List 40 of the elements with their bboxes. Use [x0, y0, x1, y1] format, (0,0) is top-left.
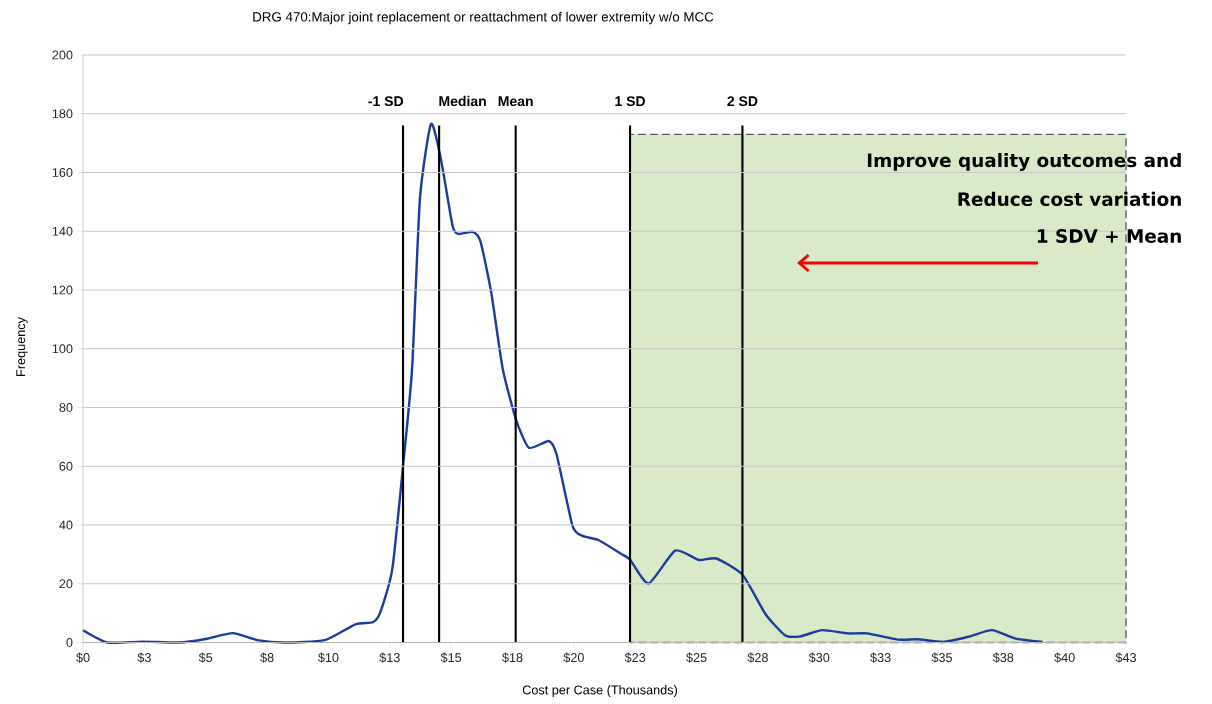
ref-line-label: Median — [439, 95, 486, 107]
y-tick-label: 20 — [59, 579, 73, 589]
x-tick-label: $5 — [198, 652, 213, 663]
ref-line-label: -1 SD — [368, 96, 404, 107]
x-tick-label: $33 — [870, 652, 891, 663]
x-tick-label: $18 — [502, 652, 523, 663]
x-tick-label: $20 — [563, 652, 584, 663]
x-tick-label: $43 — [1115, 652, 1137, 663]
x-tick-label: $3 — [137, 652, 151, 663]
x-tick-label: $0 — [76, 652, 90, 663]
y-tick-label: 180 — [52, 109, 73, 119]
x-tick-label: $10 — [318, 652, 339, 663]
x-tick-label: $30 — [808, 652, 830, 663]
y-tick-label: 160 — [52, 168, 73, 177]
x-tick-label: $28 — [747, 652, 768, 663]
ref-line-label: Mean — [498, 96, 533, 107]
annotation: Improve quality outcomes and — [867, 153, 1181, 171]
ref-line-label: 1 SD — [615, 96, 645, 107]
y-tick-label: 100 — [52, 344, 73, 354]
x-tick-label: $13 — [379, 652, 400, 663]
x-tick-label: $35 — [931, 652, 952, 663]
y-axis-title: Frequency — [16, 317, 28, 376]
ref-line-label: 2 SD — [727, 96, 758, 107]
y-tick-label: 140 — [52, 226, 73, 236]
y-tick-label: 0 — [66, 638, 73, 647]
x-tick-label: $23 — [624, 652, 646, 663]
x-tick-label: $15 — [440, 652, 462, 663]
x-tick-label: $40 — [1054, 652, 1075, 663]
y-tick-label: 200 — [52, 50, 73, 60]
y-tick-label: 80 — [59, 403, 73, 412]
x-axis-title: Cost per Case (Thousands) — [522, 685, 677, 697]
x-tick-label: $25 — [686, 652, 707, 663]
y-tick-label: 120 — [52, 285, 73, 295]
y-tick-label: 60 — [59, 461, 73, 471]
chart-title: DRG 470:Major joint replacement or reattachment of lower extremity w/o MCC — [253, 11, 714, 25]
x-tick-label: $38 — [992, 652, 1014, 663]
annotation: Reduce cost variation — [958, 191, 1181, 207]
annotation: 1 SDV + Mean — [1037, 229, 1181, 243]
y-tick-label: 40 — [59, 520, 73, 530]
x-tick-label: $8 — [260, 652, 274, 663]
